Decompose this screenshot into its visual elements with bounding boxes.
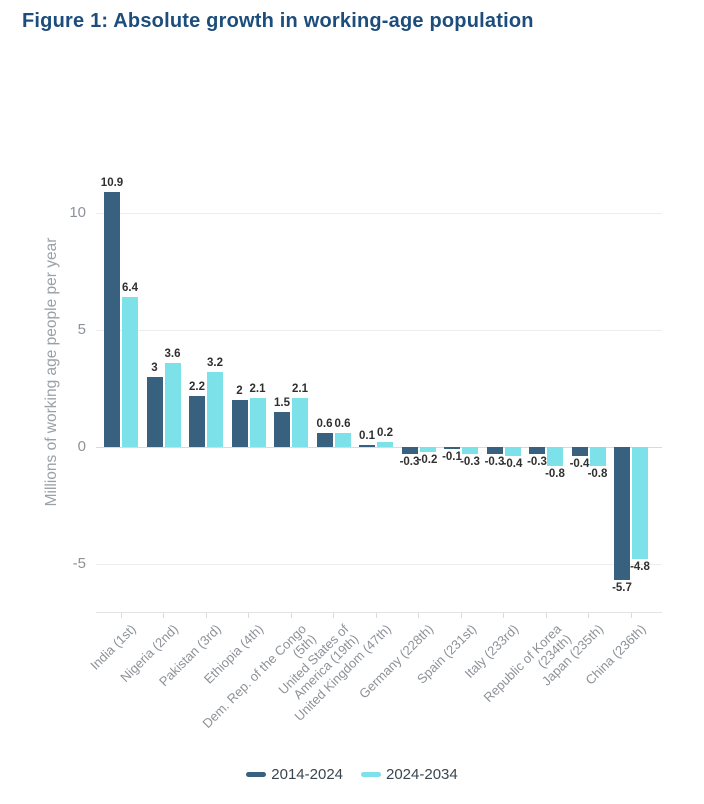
bar-2024-2034-Republic of Korea (234th): [547, 447, 563, 466]
bar-value-label: 2.1: [249, 382, 266, 395]
bar-2024-2034-Japan (235th): [589, 447, 606, 466]
bar-value-label: 2.1: [292, 382, 308, 395]
bar-value-label: -0.4: [569, 458, 590, 471]
bar-2014-2024-China (236th): [614, 447, 630, 581]
bar-value-label: -0.4: [502, 458, 523, 471]
zero-gridline: [96, 447, 662, 448]
bar-value-label: 2: [236, 385, 243, 398]
gridline: [96, 564, 662, 565]
bar-value-label: -5.7: [612, 582, 632, 595]
x-axis-tick: [503, 613, 504, 618]
x-axis-tick: [290, 613, 292, 618]
bar-value-label: 0.6: [334, 417, 351, 430]
bar-value-label: 10.9: [100, 176, 124, 189]
y-tick-label: -5: [72, 555, 86, 572]
bar-value-label: -0.3: [484, 456, 505, 469]
bar-2024-2034-Ethiopia (4th): [249, 397, 266, 447]
bar-value-label: -0.3: [527, 456, 547, 469]
x-axis-line: [96, 612, 662, 613]
bar-value-label: 3.6: [164, 347, 181, 360]
legend-item-2014-2024: 2014-2024: [246, 766, 343, 783]
bar-2024-2034-Pakistan (3rd): [207, 372, 223, 447]
x-axis-tick: [545, 613, 547, 618]
bar-value-label: 0.1: [359, 429, 375, 442]
x-axis-tick: [375, 613, 377, 618]
bar-2014-2024-Dem. Rep. of the Congo (5th): [274, 411, 290, 447]
bar-2024-2034-United States of America (19th): [334, 432, 351, 447]
bar-value-label: -0.8: [587, 467, 608, 480]
y-axis-title: Millions of working age people per year: [43, 237, 60, 507]
legend-swatch-2024-2034-icon: [361, 772, 381, 777]
bar-2024-2034-Nigeria (2nd): [164, 362, 181, 447]
bar-2024-2034-Spain (231st): [462, 447, 478, 455]
legend-label: 2024-2034: [386, 766, 458, 783]
gridline: [96, 213, 662, 214]
bar-2024-2034-Germany (228th): [419, 447, 436, 452]
y-tick-label: 10: [69, 204, 86, 221]
bar-value-label: -0.2: [417, 453, 438, 466]
y-tick-label: 5: [77, 321, 86, 338]
legend-swatch-2014-2024-icon: [246, 772, 267, 777]
bar-value-label: 6.4: [122, 282, 138, 295]
legend-item-2024-2034: 2024-2034: [361, 766, 458, 783]
bar-value-label: 0.2: [377, 427, 393, 440]
bar-value-label: -0.3: [399, 456, 420, 469]
x-axis-tick: [588, 613, 589, 618]
x-axis-tick: [120, 613, 122, 618]
bar-value-label: -0.8: [545, 467, 565, 480]
bar-2014-2024-Spain (231st): [444, 447, 460, 450]
bar-2014-2024-Ethiopia (4th): [231, 400, 248, 447]
legend-label: 2014-2024: [271, 766, 343, 783]
gridline: [96, 330, 662, 331]
bar-2014-2024-Nigeria (2nd): [146, 376, 163, 447]
chart-legend: 2014-2024 2024-2034: [0, 766, 704, 783]
bar-2024-2034-United Kingdom (47th): [377, 442, 393, 447]
bar-2024-2034-Dem. Rep. of the Congo (5th): [292, 397, 308, 447]
bar-value-label: -0.3: [460, 456, 480, 469]
bar-value-label: -0.1: [442, 451, 462, 464]
x-axis-tick: [163, 613, 164, 618]
chart-plot-area: 10.9 6.4 3 3.6 2.2 3.2 2 2.1 1.5 2.1 0.6 0.6 0.1 0.2-…: [96, 177, 662, 618]
figure-title: Figure 1: Absolute growth in working-age…: [22, 10, 534, 32]
x-axis-tick: [460, 613, 462, 618]
bar-2014-2024-United Kingdom (47th): [359, 444, 375, 447]
bar-value-label: 1.5: [274, 396, 290, 409]
bar-2024-2034-Italy (233rd): [504, 447, 521, 457]
x-axis-tick: [248, 613, 249, 618]
bar-2014-2024-Japan (235th): [571, 447, 588, 457]
bar-2014-2024-Italy (233rd): [486, 447, 503, 455]
bar-2014-2024-Germany (228th): [401, 447, 418, 455]
x-axis-tick: [418, 613, 419, 618]
x-axis-tick: [333, 613, 334, 618]
bar-2024-2034-India (1st): [122, 297, 138, 447]
bar-2014-2024-Republic of Korea (234th): [529, 447, 545, 455]
y-tick-label: 0: [77, 438, 86, 455]
bar-2014-2024-United States of America (19th): [316, 432, 333, 447]
x-axis-tick: [630, 613, 632, 618]
bar-value-label: 3.2: [207, 357, 223, 370]
bar-value-label: 0.6: [316, 417, 333, 430]
bar-value-label: 3: [151, 361, 158, 374]
bar-2014-2024-India (1st): [104, 191, 120, 447]
bar-value-label: -4.8: [630, 561, 650, 574]
bar-value-label: 2.2: [189, 380, 205, 393]
bar-2024-2034-China (236th): [632, 447, 648, 560]
bar-2014-2024-Pakistan (3rd): [189, 395, 205, 447]
x-axis-tick: [205, 613, 207, 618]
